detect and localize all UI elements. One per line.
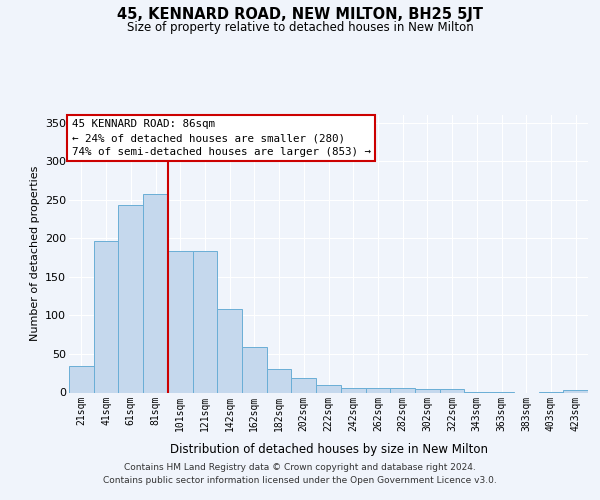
Bar: [267, 370, 292, 392]
Bar: [217, 309, 242, 392]
Bar: [193, 250, 217, 392]
Text: Distribution of detached houses by size in New Milton: Distribution of detached houses by size …: [170, 442, 488, 456]
Bar: [69, 366, 94, 392]
Text: 45, KENNARD ROAD, NEW MILTON, BH25 5JT: 45, KENNARD ROAD, NEW MILTON, BH25 5JT: [117, 8, 483, 22]
Bar: [143, 194, 168, 392]
Bar: [415, 388, 440, 392]
Bar: [94, 240, 118, 392]
Text: Contains public sector information licensed under the Open Government Licence v3: Contains public sector information licen…: [103, 476, 497, 485]
Text: Contains HM Land Registry data © Crown copyright and database right 2024.: Contains HM Land Registry data © Crown c…: [124, 464, 476, 472]
Bar: [440, 390, 464, 392]
Bar: [563, 390, 588, 392]
Bar: [365, 388, 390, 392]
Text: Size of property relative to detached houses in New Milton: Size of property relative to detached ho…: [127, 21, 473, 34]
Bar: [316, 385, 341, 392]
Bar: [390, 388, 415, 392]
Bar: [292, 378, 316, 392]
Bar: [341, 388, 365, 392]
Bar: [242, 347, 267, 393]
Bar: [118, 205, 143, 392]
Text: 45 KENNARD ROAD: 86sqm
← 24% of detached houses are smaller (280)
74% of semi-de: 45 KENNARD ROAD: 86sqm ← 24% of detached…: [71, 119, 371, 157]
Y-axis label: Number of detached properties: Number of detached properties: [29, 166, 40, 342]
Bar: [168, 250, 193, 392]
